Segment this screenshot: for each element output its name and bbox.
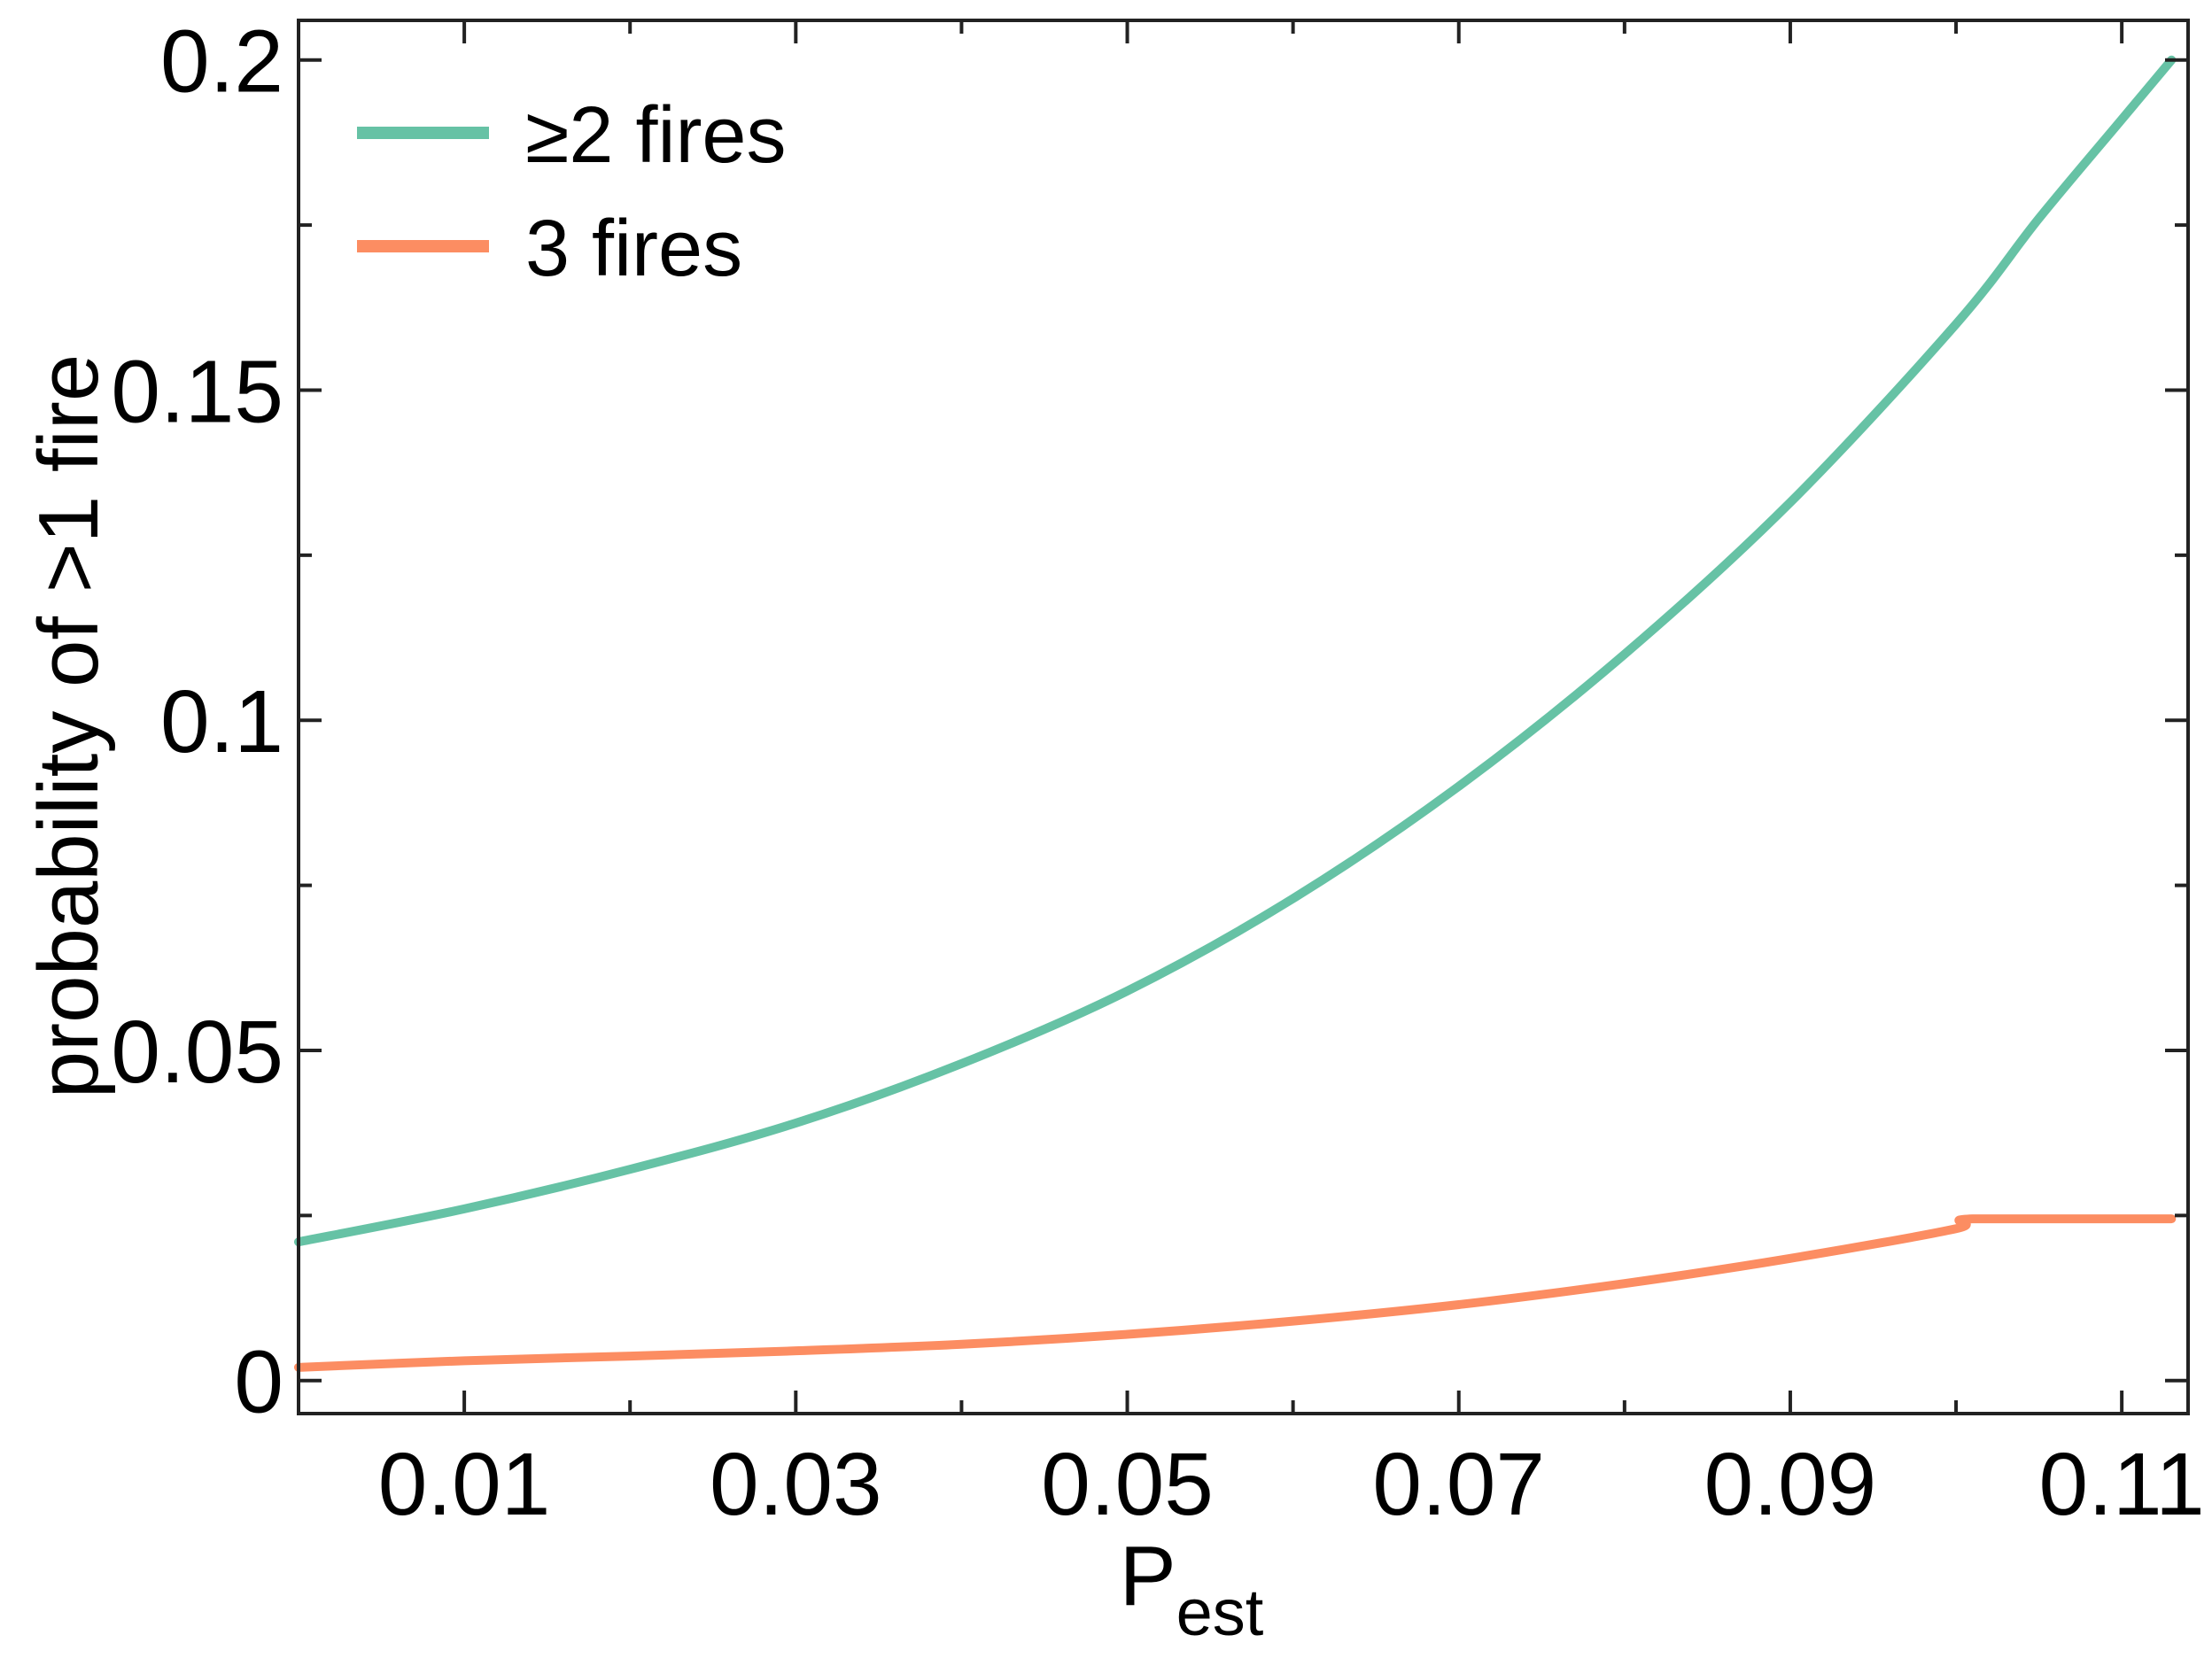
x-tick-label: 0.03 <box>710 1435 882 1534</box>
x-tick-label: 0.05 <box>1041 1435 1214 1534</box>
legend-label-3-fires: 3 fires <box>525 205 742 293</box>
series-layer <box>294 55 2177 1372</box>
y-tick-label: 0.05 <box>111 1003 283 1102</box>
legend-label-ge2-fires: ≥2 fires <box>525 91 786 180</box>
x-tick-label: 0.09 <box>1704 1435 1877 1534</box>
x-axis-title: Pest <box>1120 1529 1264 1649</box>
x-axis-label: P <box>1120 1529 1176 1623</box>
series-line-ge2-fires <box>294 55 2177 1247</box>
y-tick-label: 0.1 <box>160 672 283 771</box>
y-axis-title: probability of >1 fire <box>21 354 116 1098</box>
y-tick-label: 0.2 <box>160 12 283 112</box>
x-tick-label: 0.07 <box>1372 1435 1545 1534</box>
series-line-3-fires <box>294 1214 2177 1372</box>
x-tick-label: 0.11 <box>2039 1435 2205 1534</box>
plot-frame <box>297 19 2190 1415</box>
x-axis-label-subscript: est <box>1176 1576 1264 1649</box>
y-tick-label: 0.15 <box>111 342 283 441</box>
x-tick-label: 0.01 <box>378 1435 551 1534</box>
tick-layer: 0.01 0.03 0.05 0.07 0.09 0.11 0 0.05 0.1 0.15 0.2 <box>111 12 2204 1534</box>
legend: ≥2 fires 3 fires <box>357 91 786 293</box>
y-tick-label: 0 <box>234 1333 283 1432</box>
